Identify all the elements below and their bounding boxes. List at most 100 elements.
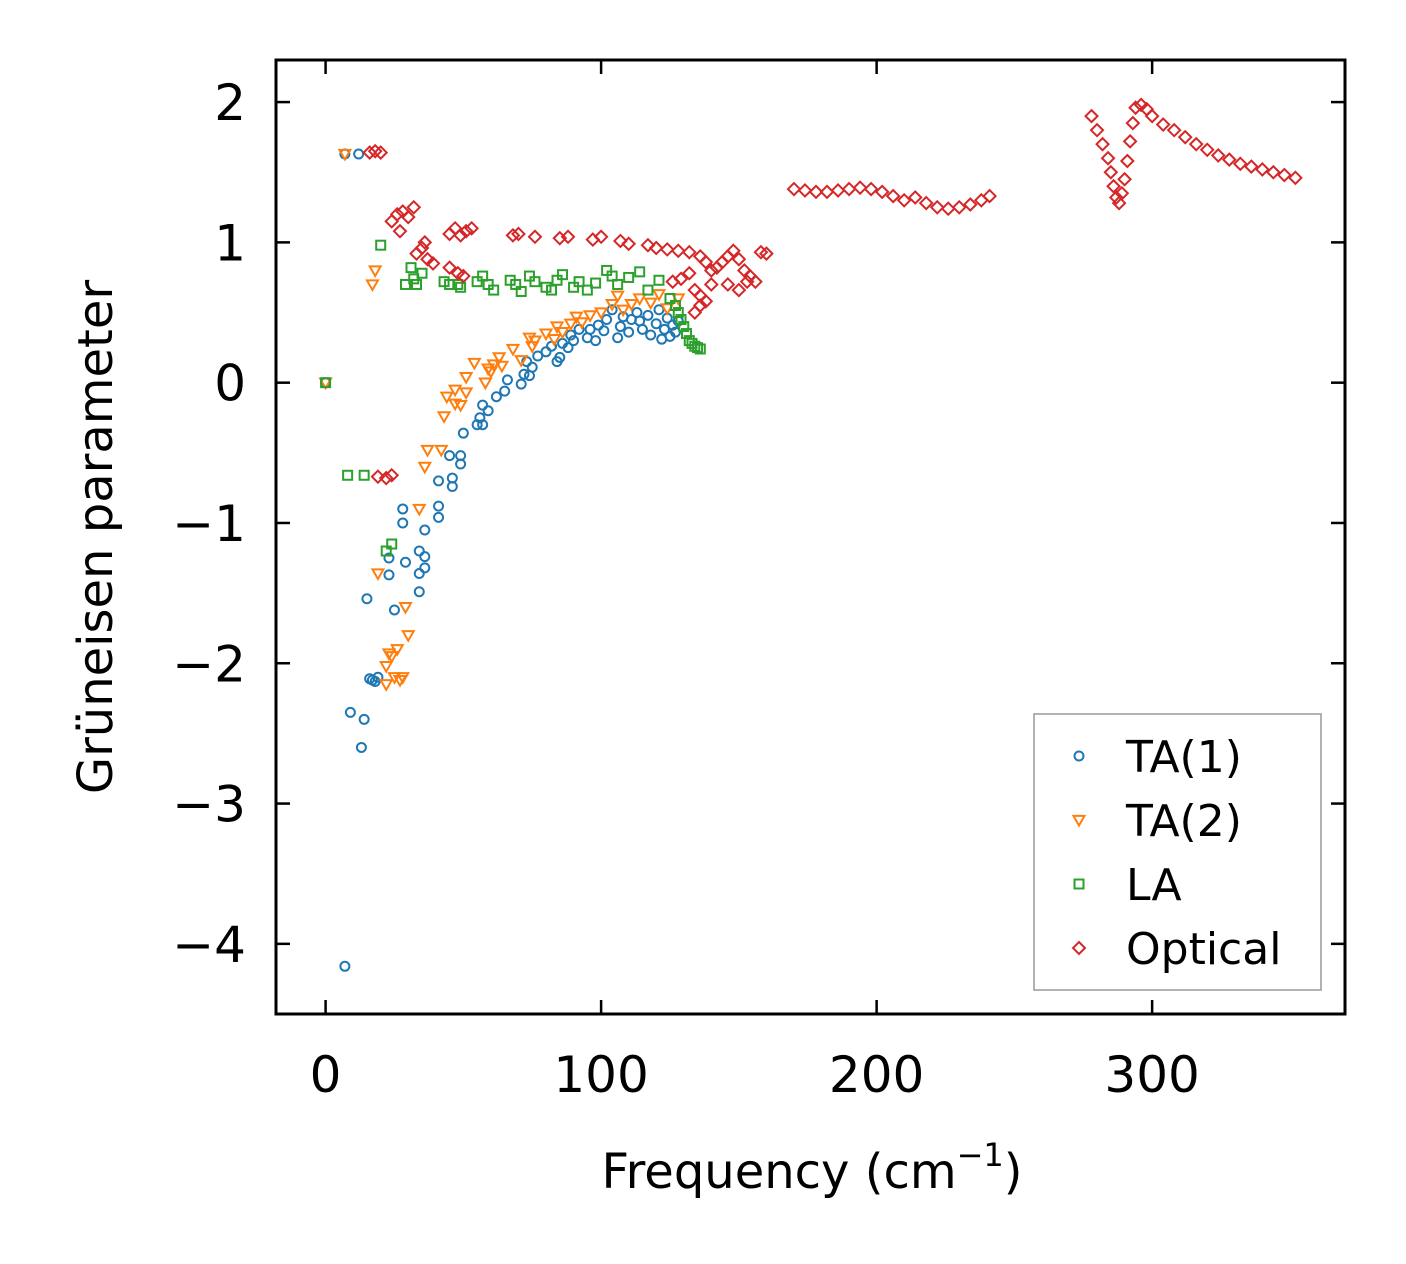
- data-point: [532, 350, 544, 362]
- data-point: [568, 335, 580, 347]
- data-point: [455, 458, 467, 470]
- data-point: [478, 377, 493, 391]
- data-point: [398, 602, 413, 615]
- y-tick-label: 2: [214, 74, 246, 132]
- data-point: [458, 371, 474, 385]
- data-point: [510, 278, 522, 290]
- y-tick-label: 0: [214, 355, 246, 413]
- data-point: [383, 569, 395, 581]
- data-point: [681, 265, 697, 281]
- data-point: [526, 361, 538, 373]
- legend-entry: TA(1): [1073, 732, 1242, 783]
- data-point: [759, 246, 774, 262]
- data-point: [659, 241, 675, 257]
- data-point: [660, 303, 675, 316]
- data-point: [358, 469, 370, 481]
- x-axis-title-main: Frequency (cm: [601, 1144, 956, 1200]
- data-point: [808, 184, 824, 200]
- data-point: [830, 183, 846, 198]
- y-tick-label: −3: [172, 776, 246, 834]
- data-point: [397, 503, 409, 515]
- data-point: [412, 503, 427, 517]
- data-point: [417, 461, 433, 475]
- data-point: [387, 672, 402, 685]
- data-point: [1177, 129, 1193, 145]
- x-tick-label: 300: [1104, 1046, 1199, 1104]
- data-point: [593, 307, 609, 321]
- data-point: [982, 188, 997, 204]
- data-point: [675, 314, 687, 326]
- data-point: [560, 229, 576, 245]
- data-point: [447, 384, 463, 398]
- data-point: [411, 278, 423, 290]
- data-point: [640, 237, 656, 253]
- axes-frame: [274, 58, 1347, 1016]
- data-point: [405, 262, 417, 274]
- data-point: [863, 181, 879, 197]
- data-point: [940, 201, 956, 217]
- data-point: [669, 300, 681, 312]
- data-point: [694, 343, 706, 355]
- data-point: [367, 265, 383, 278]
- legend-label: TA(2): [1125, 796, 1242, 847]
- data-point: [477, 270, 489, 282]
- data-point: [386, 538, 398, 550]
- data-point: [401, 630, 416, 643]
- x-axis-title: Frequency (cm−1): [601, 1136, 1022, 1200]
- data-point: [458, 223, 474, 239]
- data-point: [380, 545, 392, 557]
- data-point: [669, 326, 681, 338]
- data-point: [1114, 185, 1130, 201]
- data-point: [1128, 100, 1144, 116]
- data-point: [962, 197, 978, 212]
- data-point: [1117, 171, 1133, 187]
- data-point: [399, 556, 411, 568]
- data-point: [1166, 122, 1182, 138]
- data-point: [687, 305, 703, 320]
- data-point: [634, 266, 646, 278]
- data-point: [610, 290, 625, 304]
- data-point: [1100, 150, 1116, 166]
- legend-marker: [1073, 750, 1085, 762]
- data-point: [501, 374, 513, 386]
- data-point: [658, 323, 670, 335]
- data-point: [1232, 156, 1248, 172]
- data-point: [573, 276, 585, 288]
- data-point: [518, 368, 530, 380]
- y-tick-label: −4: [172, 916, 246, 974]
- legend-entry: LA: [1073, 860, 1182, 911]
- data-point: [606, 270, 618, 282]
- series-optical: [362, 97, 1303, 486]
- data-point: [515, 378, 527, 390]
- data-point: [590, 335, 602, 347]
- data-point: [413, 545, 425, 557]
- data-point: [632, 293, 647, 307]
- data-point: [648, 240, 664, 256]
- data-point: [464, 220, 480, 236]
- data-point: [453, 227, 469, 243]
- data-point: [614, 321, 626, 333]
- data-point: [797, 183, 813, 198]
- data-point: [406, 199, 422, 215]
- data-point: [546, 284, 558, 296]
- data-point: [612, 332, 624, 344]
- data-point: [698, 254, 714, 270]
- data-point: [907, 190, 923, 205]
- data-point: [353, 148, 365, 160]
- data-point: [482, 405, 494, 417]
- data-point: [378, 660, 394, 674]
- data-point: [365, 279, 380, 292]
- data-point: [606, 304, 618, 316]
- legend-entry: Optical: [1071, 924, 1281, 975]
- data-point: [355, 741, 367, 753]
- data-point: [337, 148, 353, 162]
- series-ta-1: [320, 148, 684, 972]
- legend-label: LA: [1126, 860, 1182, 911]
- data-point: [623, 271, 635, 283]
- data-point: [499, 385, 511, 397]
- data-point: [601, 314, 613, 326]
- data-point: [471, 276, 483, 288]
- data-point: [434, 444, 449, 458]
- data-point: [885, 188, 901, 204]
- data-point: [540, 346, 552, 358]
